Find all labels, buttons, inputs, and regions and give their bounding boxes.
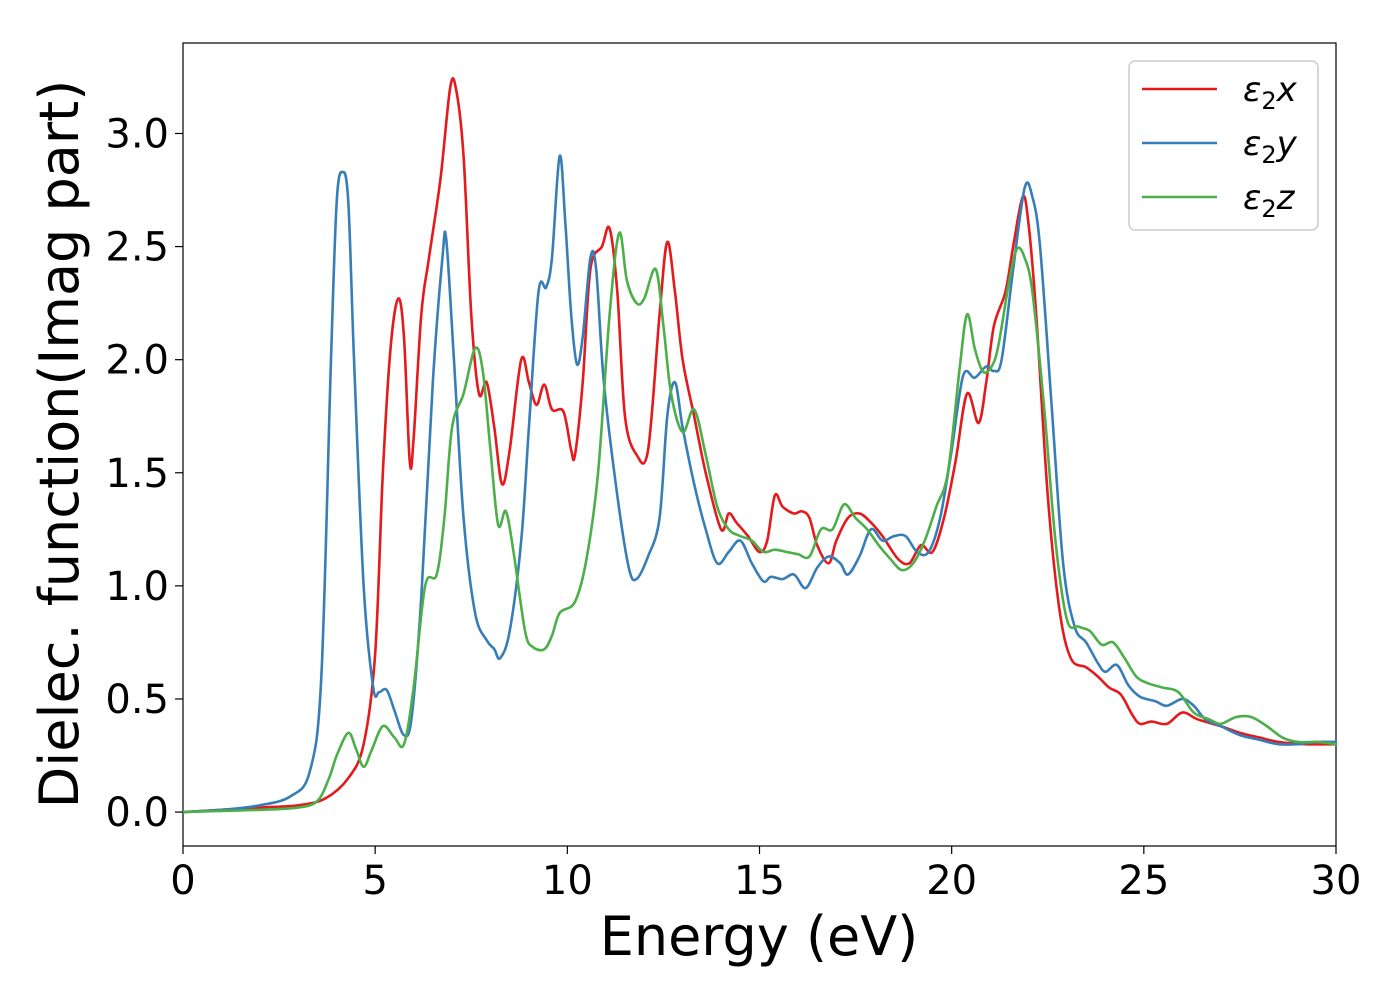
legend-component: z [1276,178,1296,218]
legend-component: x [1276,70,1298,110]
series-line-x [181,77,1338,814]
legend-label-x: ε2x [1243,70,1298,115]
legend-subscript: 2 [1261,195,1276,223]
x-tick-label: 30 [1311,858,1362,904]
legend-symbol: ε [1243,124,1261,164]
legend-symbol: ε [1243,70,1261,110]
legend-box [1128,60,1319,231]
legend-label-z: ε2z [1243,178,1296,223]
y-tick-label: 0.0 [105,790,169,836]
x-axis-label: Energy (eV) [600,905,919,968]
x-tick-label: 15 [734,858,785,904]
legend-subscript: 2 [1261,141,1276,169]
x-tick-label: 25 [1118,858,1169,904]
series-layer [181,77,1338,814]
y-tick-label: 1.0 [105,564,169,610]
y-tick-label: 3.0 [105,111,169,157]
x-axis: 0 5 10 15 20 25 30 [170,846,1361,904]
y-tick-label: 1.5 [105,451,169,497]
y-tick-label: 0.5 [105,677,169,723]
legend-label-y: ε2y [1243,124,1298,169]
legend-subscript: 2 [1261,87,1276,115]
y-axis: 0.0 0.5 1.0 1.5 2.0 2.5 3.0 [105,111,183,836]
y-tick-label: 2.5 [105,225,169,271]
y-axis-label: Dielec. function(Imag part) [28,80,91,809]
x-tick-label: 5 [362,858,387,904]
series-line-y [181,154,1338,814]
x-tick-label: 10 [542,858,593,904]
legend-symbol: ε [1243,178,1261,218]
series-line-z [181,231,1338,814]
x-tick-label: 20 [926,858,977,904]
legend-component: y [1276,124,1298,164]
y-tick-label: 2.0 [105,338,169,384]
x-tick-label: 0 [170,858,195,904]
